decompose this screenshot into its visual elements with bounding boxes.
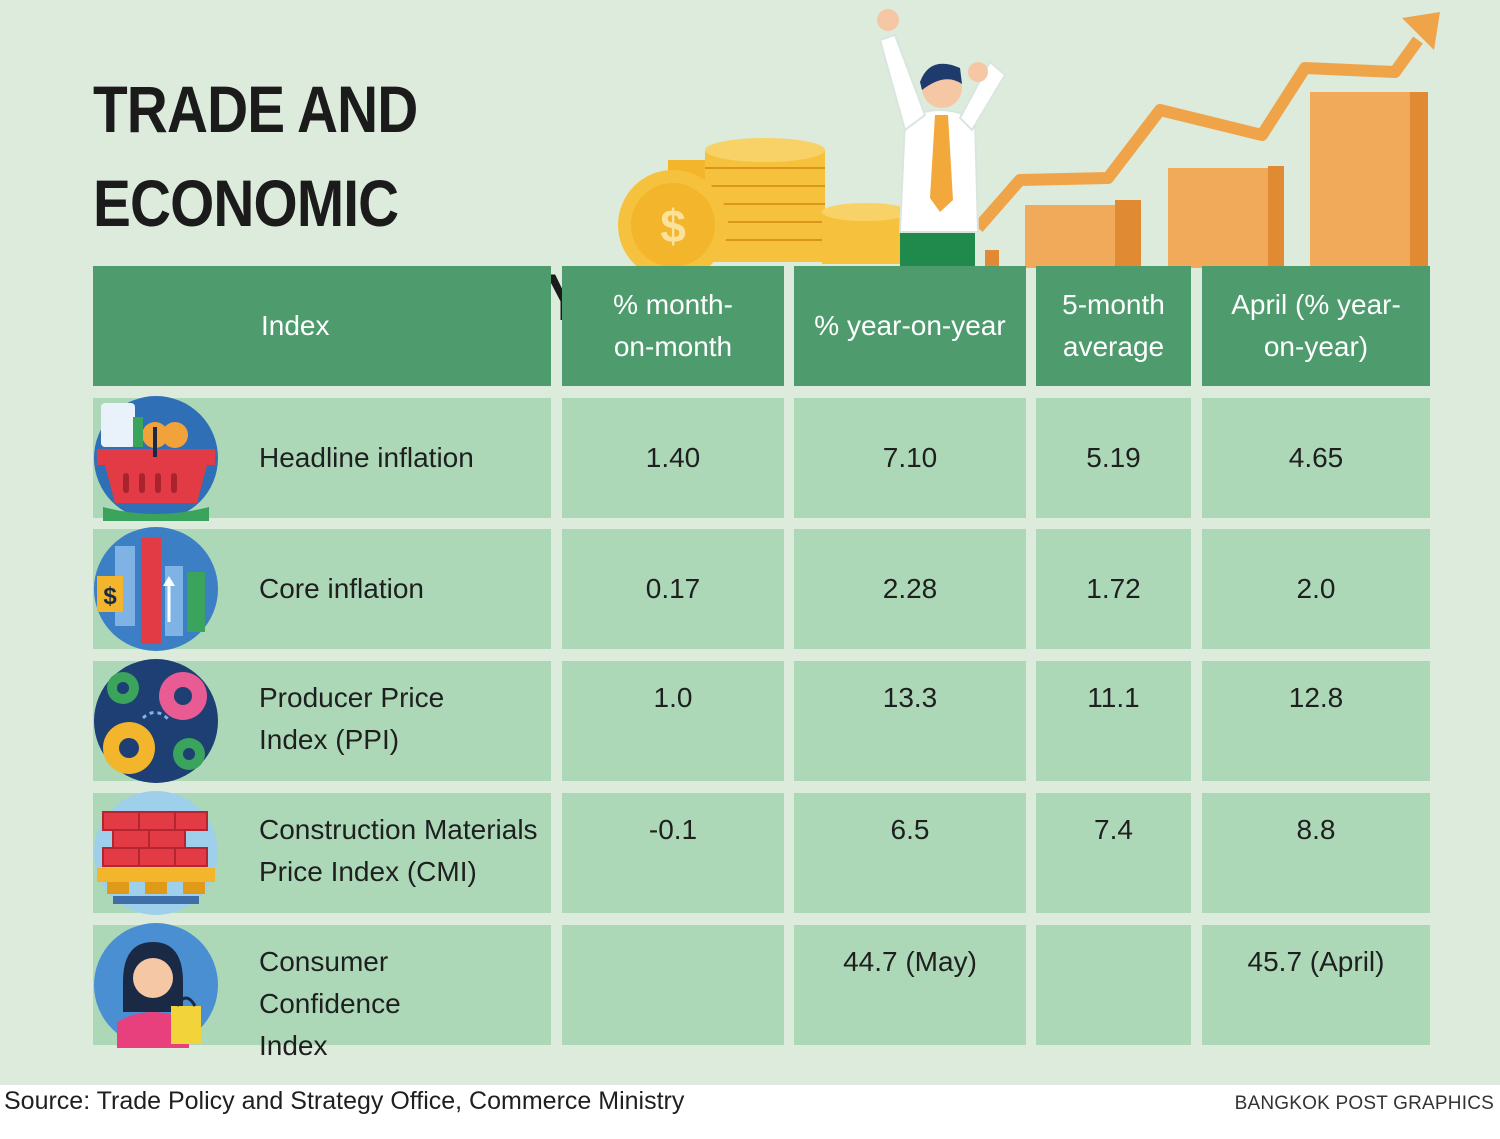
table-cell: 5.19 (1036, 398, 1191, 518)
table-cell: 8.8 (1202, 793, 1430, 913)
cell-value: 5.19 (1086, 442, 1141, 473)
gears-icon (93, 658, 219, 784)
row-label-text: Construction Materials Price Index (CMI) (259, 814, 538, 887)
table-cell: 7.10 (794, 398, 1026, 518)
cell-value: 45.7 (April) (1247, 946, 1385, 977)
shopper-icon (93, 922, 219, 1048)
table-cell: -0.1 (562, 793, 784, 913)
cell-value: 13.3 (882, 682, 938, 713)
table-cell: 12.8 (1202, 661, 1430, 781)
col-header-april-label: April (% year-on-year) (1231, 289, 1401, 362)
source-note: Source: Trade Policy and Strategy Office… (4, 1087, 685, 1115)
row-label-text: Producer Price Index (PPI) (259, 682, 445, 755)
col-header-yoy: % year-on-year (794, 266, 1026, 386)
cell-value: 11.1 (1087, 682, 1140, 713)
table-cell: 45.7 (April) (1202, 925, 1430, 1045)
cell-value: 8.8 (1296, 814, 1336, 845)
cell-value: 0.17 (645, 573, 701, 604)
table-cell: 13.3 (794, 661, 1026, 781)
col-header-index: Index (93, 266, 551, 386)
row-label-cmi: Construction Materials Price Index (CMI) (93, 790, 551, 916)
title-line-1: TRADE AND ECONOMIC (93, 72, 418, 240)
col-header-index-label: Index (261, 310, 330, 341)
cell-value: 12.8 (1288, 682, 1344, 713)
table-cell: 11.1 (1036, 661, 1191, 781)
cell-value: 7.4 (1094, 814, 1133, 845)
cell-value: 2.28 (882, 573, 938, 604)
col-header-5month: 5-month average (1036, 266, 1191, 386)
cell-value: 2.0 (1296, 573, 1336, 604)
price-chart-icon: $ (93, 526, 219, 652)
coin-stack-icon: $ (618, 138, 910, 268)
cell-value: 4.65 (1288, 442, 1344, 473)
col-header-5month-label: 5-month average (1062, 289, 1165, 362)
bricks-icon (93, 790, 219, 916)
cell-value: 7.10 (882, 442, 938, 473)
col-header-yoy-label: % year-on-year (814, 310, 1006, 341)
row-label-core: $ Core inflation (93, 526, 551, 652)
cell-value: 1.0 (653, 682, 693, 713)
table-cell: 44.7 (May) (794, 925, 1026, 1045)
cell-value: 1.40 (645, 442, 701, 473)
svg-text:$: $ (660, 200, 686, 252)
shopping-basket-icon (93, 395, 219, 521)
table-cell (562, 925, 784, 1045)
table-cell: 4.65 (1202, 398, 1430, 518)
svg-text:$: $ (103, 583, 117, 610)
cell-value: -0.1 (648, 814, 698, 845)
table-cell (1036, 925, 1191, 1045)
table-cell: 2.28 (794, 529, 1026, 649)
growth-arrow-icon (973, 12, 1440, 232)
table-cell: 0.17 (562, 529, 784, 649)
cell-value: 1.72 (1086, 573, 1141, 604)
row-label-headline: Headline inflation (93, 395, 551, 521)
rising-bars-icon (985, 92, 1428, 268)
col-header-april: April (% year-on-year) (1202, 266, 1430, 386)
row-label-text: Headline inflation (259, 442, 474, 473)
row-label-ppi: Producer Price Index (PPI) (93, 658, 551, 784)
graphics-credit: BANGKOK POST GRAPHICS (1234, 1093, 1494, 1114)
table-cell: 6.5 (794, 793, 1026, 913)
row-label-text: Core inflation (259, 573, 424, 604)
businessman-icon (877, 9, 1007, 268)
cell-value: 6.5 (890, 814, 930, 845)
growth-illustration: $ (618, 9, 1440, 268)
row-label-text: Consumer Confidence Index (259, 946, 401, 1061)
cell-value: 44.7 (May) (843, 946, 977, 977)
table-cell: 1.0 (562, 661, 784, 781)
row-label-consumer-confidence: Consumer Confidence Index (93, 922, 551, 1061)
table-cell: 1.40 (562, 398, 784, 518)
table-cell: 2.0 (1202, 529, 1430, 649)
table-cell: 7.4 (1036, 793, 1191, 913)
col-header-mom: % month-on-month (562, 266, 784, 386)
table-cell: 1.72 (1036, 529, 1191, 649)
col-header-mom-label: % month-on-month (613, 289, 733, 362)
